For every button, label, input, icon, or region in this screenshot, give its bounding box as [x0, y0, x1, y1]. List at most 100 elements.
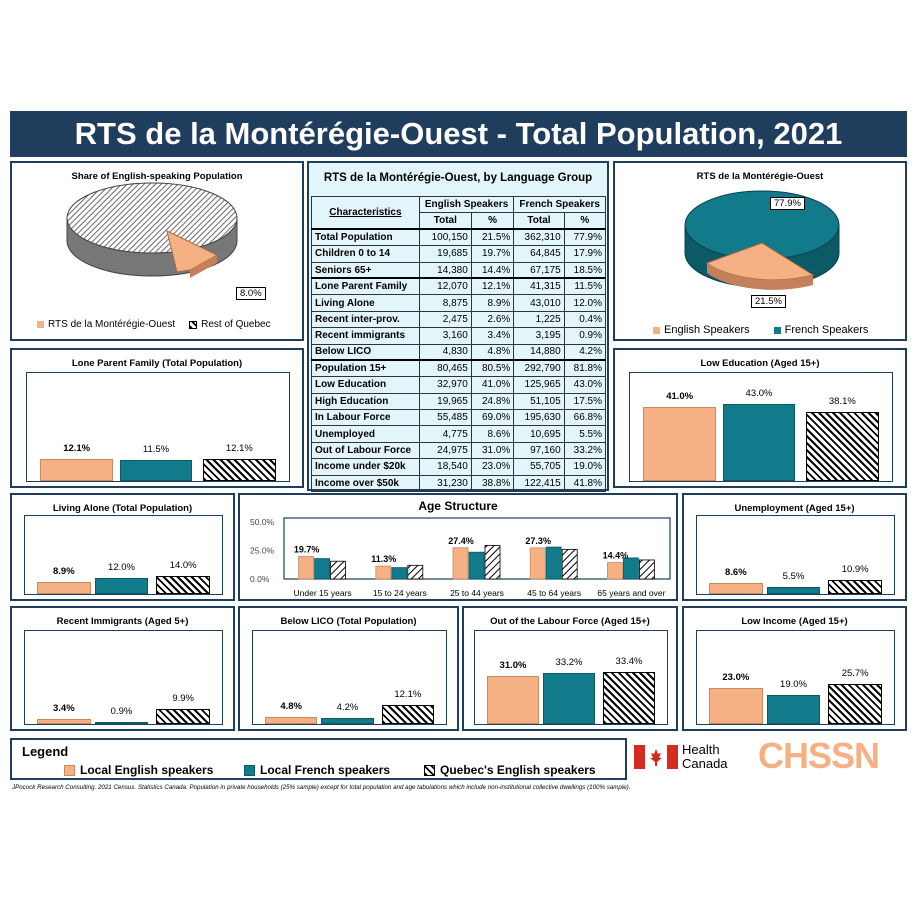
table-cell: 24.8% — [470, 392, 515, 411]
bar-english — [36, 718, 91, 724]
language-table: Characteristics English Speakers French … — [311, 195, 607, 493]
age-structure-panel: Age Structure 50.0% 25.0% 0.0% 19.7% Under 1… — [238, 493, 678, 601]
table-cell: 3.4% — [470, 327, 515, 345]
table-cell: 80.5% — [470, 359, 515, 378]
table-row-label: Low Education — [311, 376, 420, 394]
table-cell: 12,070 — [418, 277, 472, 296]
table-cell: 362,310 — [513, 228, 565, 247]
table-row-label: Recent immigrants — [311, 327, 420, 345]
age-bar-english — [606, 562, 623, 580]
table-row: Unemployed 4,775 8.6% 10,695 5.5% — [311, 425, 607, 443]
data-label-english: 4.8% — [280, 700, 302, 712]
data-label-quebec: 33.4% — [615, 656, 643, 668]
language-pie-chart — [684, 190, 840, 290]
table-cell: 195,630 — [513, 409, 565, 427]
table-row: Lone Parent Family 12,070 12.1% 41,315 11.5% — [311, 277, 607, 296]
low-education-chart: 41.0% 43.0% 38.1% — [629, 372, 893, 482]
language-pie-label-french: 77.9% — [770, 197, 805, 210]
age-bar-english — [375, 565, 392, 580]
table-row: Seniors 65+ 14,380 14.4% 67,175 18.5% — [311, 261, 607, 279]
legend-swatch-rest — [189, 320, 198, 329]
table-cell: 17.9% — [563, 245, 607, 263]
legend-label-french: Local French speakers — [260, 763, 391, 777]
table-row-label: In Labour Force — [311, 409, 420, 427]
table-row: In Labour Force 55,485 69.0% 195,630 66.8% — [311, 409, 607, 427]
language-table-title: RTS de la Montérégie-Ouest, by Language … — [323, 172, 593, 184]
age-data-label: 14.4% — [603, 551, 629, 561]
table-header-french: French Speakers — [513, 195, 606, 214]
table-cell: 41.8% — [563, 474, 607, 493]
bar-quebec — [202, 459, 276, 481]
health-canada-logo: Health Canada — [634, 741, 744, 775]
table-cell: 64,845 — [513, 245, 565, 263]
age-data-label: 19.7% — [294, 545, 320, 555]
table-row: Living Alone 8,875 8.9% 43,010 12.0% — [311, 294, 607, 312]
table-cell: 100,150 — [418, 228, 472, 247]
low-income-chart: 23.0% 19.0% 25.7% — [696, 630, 895, 725]
footer-note: JPocock Research Consulting. 2021 Census… — [12, 784, 631, 791]
language-pie-title: RTS de la Montérégie-Ouest — [696, 171, 824, 182]
unemployment-chart: 8.6% 5.5% 10.9% — [696, 515, 895, 595]
table-cell: 11.5% — [563, 277, 607, 296]
legend-label-quebec: Quebec's English speakers — [440, 763, 596, 777]
table-cell: 8.6% — [470, 425, 515, 443]
age-bar-english — [529, 547, 546, 580]
share-pie-panel: Share of English-speaking Population 8.0… — [10, 161, 304, 341]
bar-quebec — [602, 672, 656, 724]
table-row-label: Out of Labour Force — [311, 441, 420, 460]
data-label-french: 5.5% — [782, 570, 805, 582]
table-cell: 0.4% — [563, 310, 607, 329]
age-category-label: 25 to 44 years — [450, 588, 504, 598]
age-category-label: 15 to 24 years — [373, 588, 427, 598]
health-canada-text: Health Canada — [682, 742, 728, 771]
table-cell: 4,830 — [418, 343, 472, 361]
legend-swatch-local-english — [64, 764, 75, 776]
age-y-tick: 25.0% — [250, 546, 275, 556]
share-pie-chart — [66, 182, 238, 278]
bar-french — [94, 578, 149, 594]
out-labour-panel: Out of the Labour Force (Aged 15+) 31.0%… — [462, 606, 678, 731]
bar-quebec — [828, 684, 883, 724]
table-cell: 4,775 — [418, 425, 472, 443]
low-income-title: Low Income (Aged 15+) — [741, 616, 848, 627]
table-cell: 8.9% — [470, 294, 515, 312]
table-cell: 43.0% — [563, 376, 607, 394]
table-cell: 97,160 — [513, 441, 565, 460]
bar-english — [486, 675, 540, 724]
out-labour-chart: 31.0% 33.2% 33.4% — [474, 630, 668, 725]
data-label-english: 31.0% — [499, 659, 527, 671]
table-row-label: Recent inter-prov. — [311, 310, 420, 329]
table-cell: 292,790 — [513, 359, 565, 378]
table-row-label: Income under $20k — [311, 458, 420, 476]
table-row: Low Education 32,970 41.0% 125,965 43.0% — [311, 376, 607, 394]
table-cell: 33.2% — [563, 441, 607, 460]
legend-swatch-local-french — [244, 764, 255, 776]
table-row: Below LICO 4,830 4.8% 14,880 4.2% — [311, 343, 607, 361]
table-row: Children 0 to 14 19,685 19.7% 64,845 17.9% — [311, 245, 607, 263]
data-label-quebec: 12.1% — [394, 689, 422, 701]
bar-quebec — [156, 575, 211, 594]
table-cell: 8,875 — [418, 294, 472, 312]
age-bar-quebec — [330, 560, 346, 580]
low-education-title: Low Education (Aged 15+) — [700, 358, 820, 369]
legend: Legend Local English speakers Local Fren… — [10, 738, 627, 780]
data-label-quebec: 12.1% — [225, 443, 253, 455]
living-alone-panel: Living Alone (Total Population) 8.9% 12.0… — [10, 493, 235, 601]
age-structure-title: Age Structure — [418, 499, 498, 513]
bar-english — [643, 407, 717, 481]
bar-english — [708, 582, 763, 594]
data-label-french: 33.2% — [555, 656, 583, 668]
recent-immigrants-chart: 3.4% 0.9% 9.9% — [24, 630, 223, 725]
bar-english — [36, 582, 91, 594]
table-cell: 14.4% — [470, 261, 515, 279]
page-title: RTS de la Montérégie-Ouest - Total Popul… — [10, 111, 907, 157]
data-label-quebec: 10.9% — [841, 563, 869, 575]
language-table-panel: RTS de la Montérégie-Ouest, by Language … — [307, 161, 609, 493]
age-bar-french — [391, 567, 408, 580]
table-cell: 0.9% — [563, 327, 607, 345]
table-cell: 14,880 — [513, 343, 565, 361]
canada-flag-icon — [634, 745, 678, 769]
below-lico-chart: 4.8% 4.2% 12.1% — [252, 630, 447, 725]
age-bar-french — [314, 558, 330, 580]
share-pie-legend: RTS de la Montérégie-Ouest Rest of Quebe… — [37, 319, 271, 330]
